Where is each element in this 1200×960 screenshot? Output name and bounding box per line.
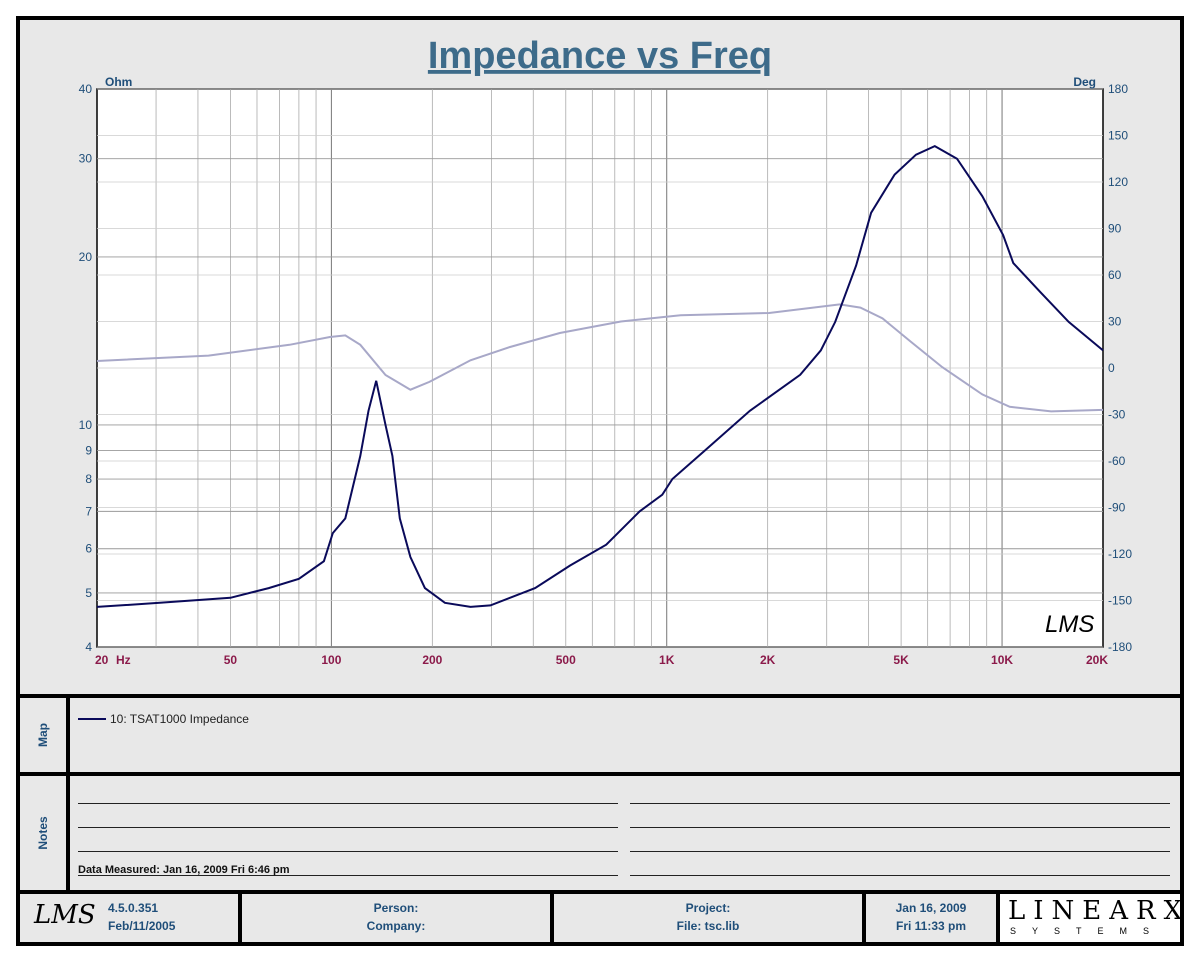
- file-label: File: tsc.lib: [676, 919, 740, 933]
- x-tick-label: 20: [95, 653, 109, 667]
- y-tick-label: 6: [85, 542, 92, 556]
- note-line: [630, 803, 1170, 804]
- x-axis-label: Hz: [116, 653, 131, 667]
- y-axis-label: Ohm: [105, 75, 132, 89]
- time-text: Fri 11:33 pm: [895, 919, 967, 933]
- note-line: [78, 803, 618, 804]
- y-tick-label: 8: [85, 472, 92, 486]
- x-tick-label: 1K: [659, 653, 675, 667]
- notes-section: Notes Data Measured: Jan 16, 2009 Fri 6:…: [20, 772, 1180, 890]
- y-tick-label: 7: [85, 504, 92, 518]
- y2-tick-label: -180: [1108, 640, 1132, 654]
- legend-text: 10: TSAT1000 Impedance: [110, 712, 249, 726]
- x-tick-label: 200: [422, 653, 442, 667]
- y-tick-label: 10: [79, 418, 93, 432]
- x-tick-label: 100: [321, 653, 341, 667]
- linearx-logo: LINEARX SYSTEMS: [1000, 894, 1182, 942]
- footer-date-cell: Jan 16, 2009 Fri 11:33 pm: [866, 894, 1000, 942]
- y2-tick-label: -120: [1108, 547, 1132, 561]
- x-tick-label: 20K: [1086, 653, 1108, 667]
- y2-tick-label: 60: [1108, 268, 1122, 282]
- y-tick-label: 40: [79, 82, 93, 96]
- y2-tick-label: 150: [1108, 129, 1128, 143]
- impedance-chart: Impedance vs Freq Ohm Deg 4 5 6 7 8 9 10 20 30 40 180…: [79, 35, 1133, 667]
- y2-tick-label: -150: [1108, 594, 1132, 608]
- company-label: Company:: [366, 919, 426, 933]
- data-measured-text: Data Measured: Jan 16, 2009 Fri 6:46 pm: [78, 864, 290, 876]
- x-tick-label: 50: [224, 653, 238, 667]
- map-label-text: Map: [36, 723, 50, 747]
- y2-tick-label: 0: [1108, 361, 1115, 375]
- y-tick-label: 20: [79, 250, 93, 264]
- y2-tick-label: 90: [1108, 222, 1122, 236]
- y-tick-label: 9: [85, 443, 92, 457]
- note-line: [78, 827, 618, 828]
- notes-label-text: Notes: [36, 816, 50, 850]
- x-tick-label: 10K: [991, 653, 1013, 667]
- date-text: Jan 16, 2009: [895, 901, 967, 915]
- y-tick-label: 5: [85, 586, 92, 600]
- note-line: [630, 827, 1170, 828]
- phase-series-line: [96, 303, 1104, 413]
- report-frame: Impedance vs Freq Ohm Deg 4 5 6 7 8 9 10 20 30 40 180…: [16, 16, 1184, 946]
- linearx-logo-subtext: SYSTEMS: [1010, 926, 1166, 936]
- y2-tick-label: -60: [1108, 454, 1126, 468]
- version-text: 4.5.0.351: [108, 901, 159, 915]
- footer-person-cell: Person: Company:: [242, 894, 554, 942]
- y-tick-label: 4: [85, 640, 92, 654]
- y2-tick-label: 120: [1108, 175, 1128, 189]
- y-tick-label: 30: [79, 152, 93, 166]
- note-line: [78, 875, 618, 876]
- x-tick-label: 500: [556, 653, 576, 667]
- build-date-text: Feb/11/2005: [108, 919, 176, 933]
- y2-axis-label: Deg: [1073, 75, 1096, 89]
- legend-line-swatch: [78, 718, 106, 720]
- footer-project-cell: Project: File: tsc.lib: [554, 894, 866, 942]
- y2-tick-label: 30: [1108, 315, 1122, 329]
- y2-tick-label: -30: [1108, 408, 1126, 422]
- footer-version-cell: LMS 4.5.0.351 Feb/11/2005: [20, 894, 242, 942]
- note-line: [630, 875, 1170, 876]
- x-tick-label: 2K: [760, 653, 776, 667]
- linearx-logo-text: LINEARX: [1008, 896, 1191, 926]
- x-tick-label: 5K: [893, 653, 909, 667]
- chart-title: Impedance vs Freq: [428, 35, 772, 77]
- note-line: [630, 851, 1170, 852]
- note-line: [78, 851, 618, 852]
- project-label: Project:: [685, 901, 731, 915]
- map-label: Map: [20, 698, 70, 772]
- lms-watermark: LMS: [1045, 611, 1094, 638]
- lms-logo: LMS: [34, 900, 96, 930]
- map-section: Map 10: TSAT1000 Impedance: [20, 694, 1180, 772]
- y2-tick-label: 180: [1108, 82, 1128, 96]
- person-label: Person:: [373, 901, 419, 915]
- chart-panel: Impedance vs Freq Ohm Deg 4 5 6 7 8 9 10 20 30 40 180…: [20, 20, 1180, 694]
- legend-entry: 10: TSAT1000 Impedance: [78, 712, 249, 726]
- footer: LMS 4.5.0.351 Feb/11/2005 Person: Compan…: [20, 890, 1182, 942]
- impedance-series-line: [96, 144, 1104, 608]
- y2-tick-label: -90: [1108, 501, 1126, 515]
- notes-label: Notes: [20, 776, 70, 890]
